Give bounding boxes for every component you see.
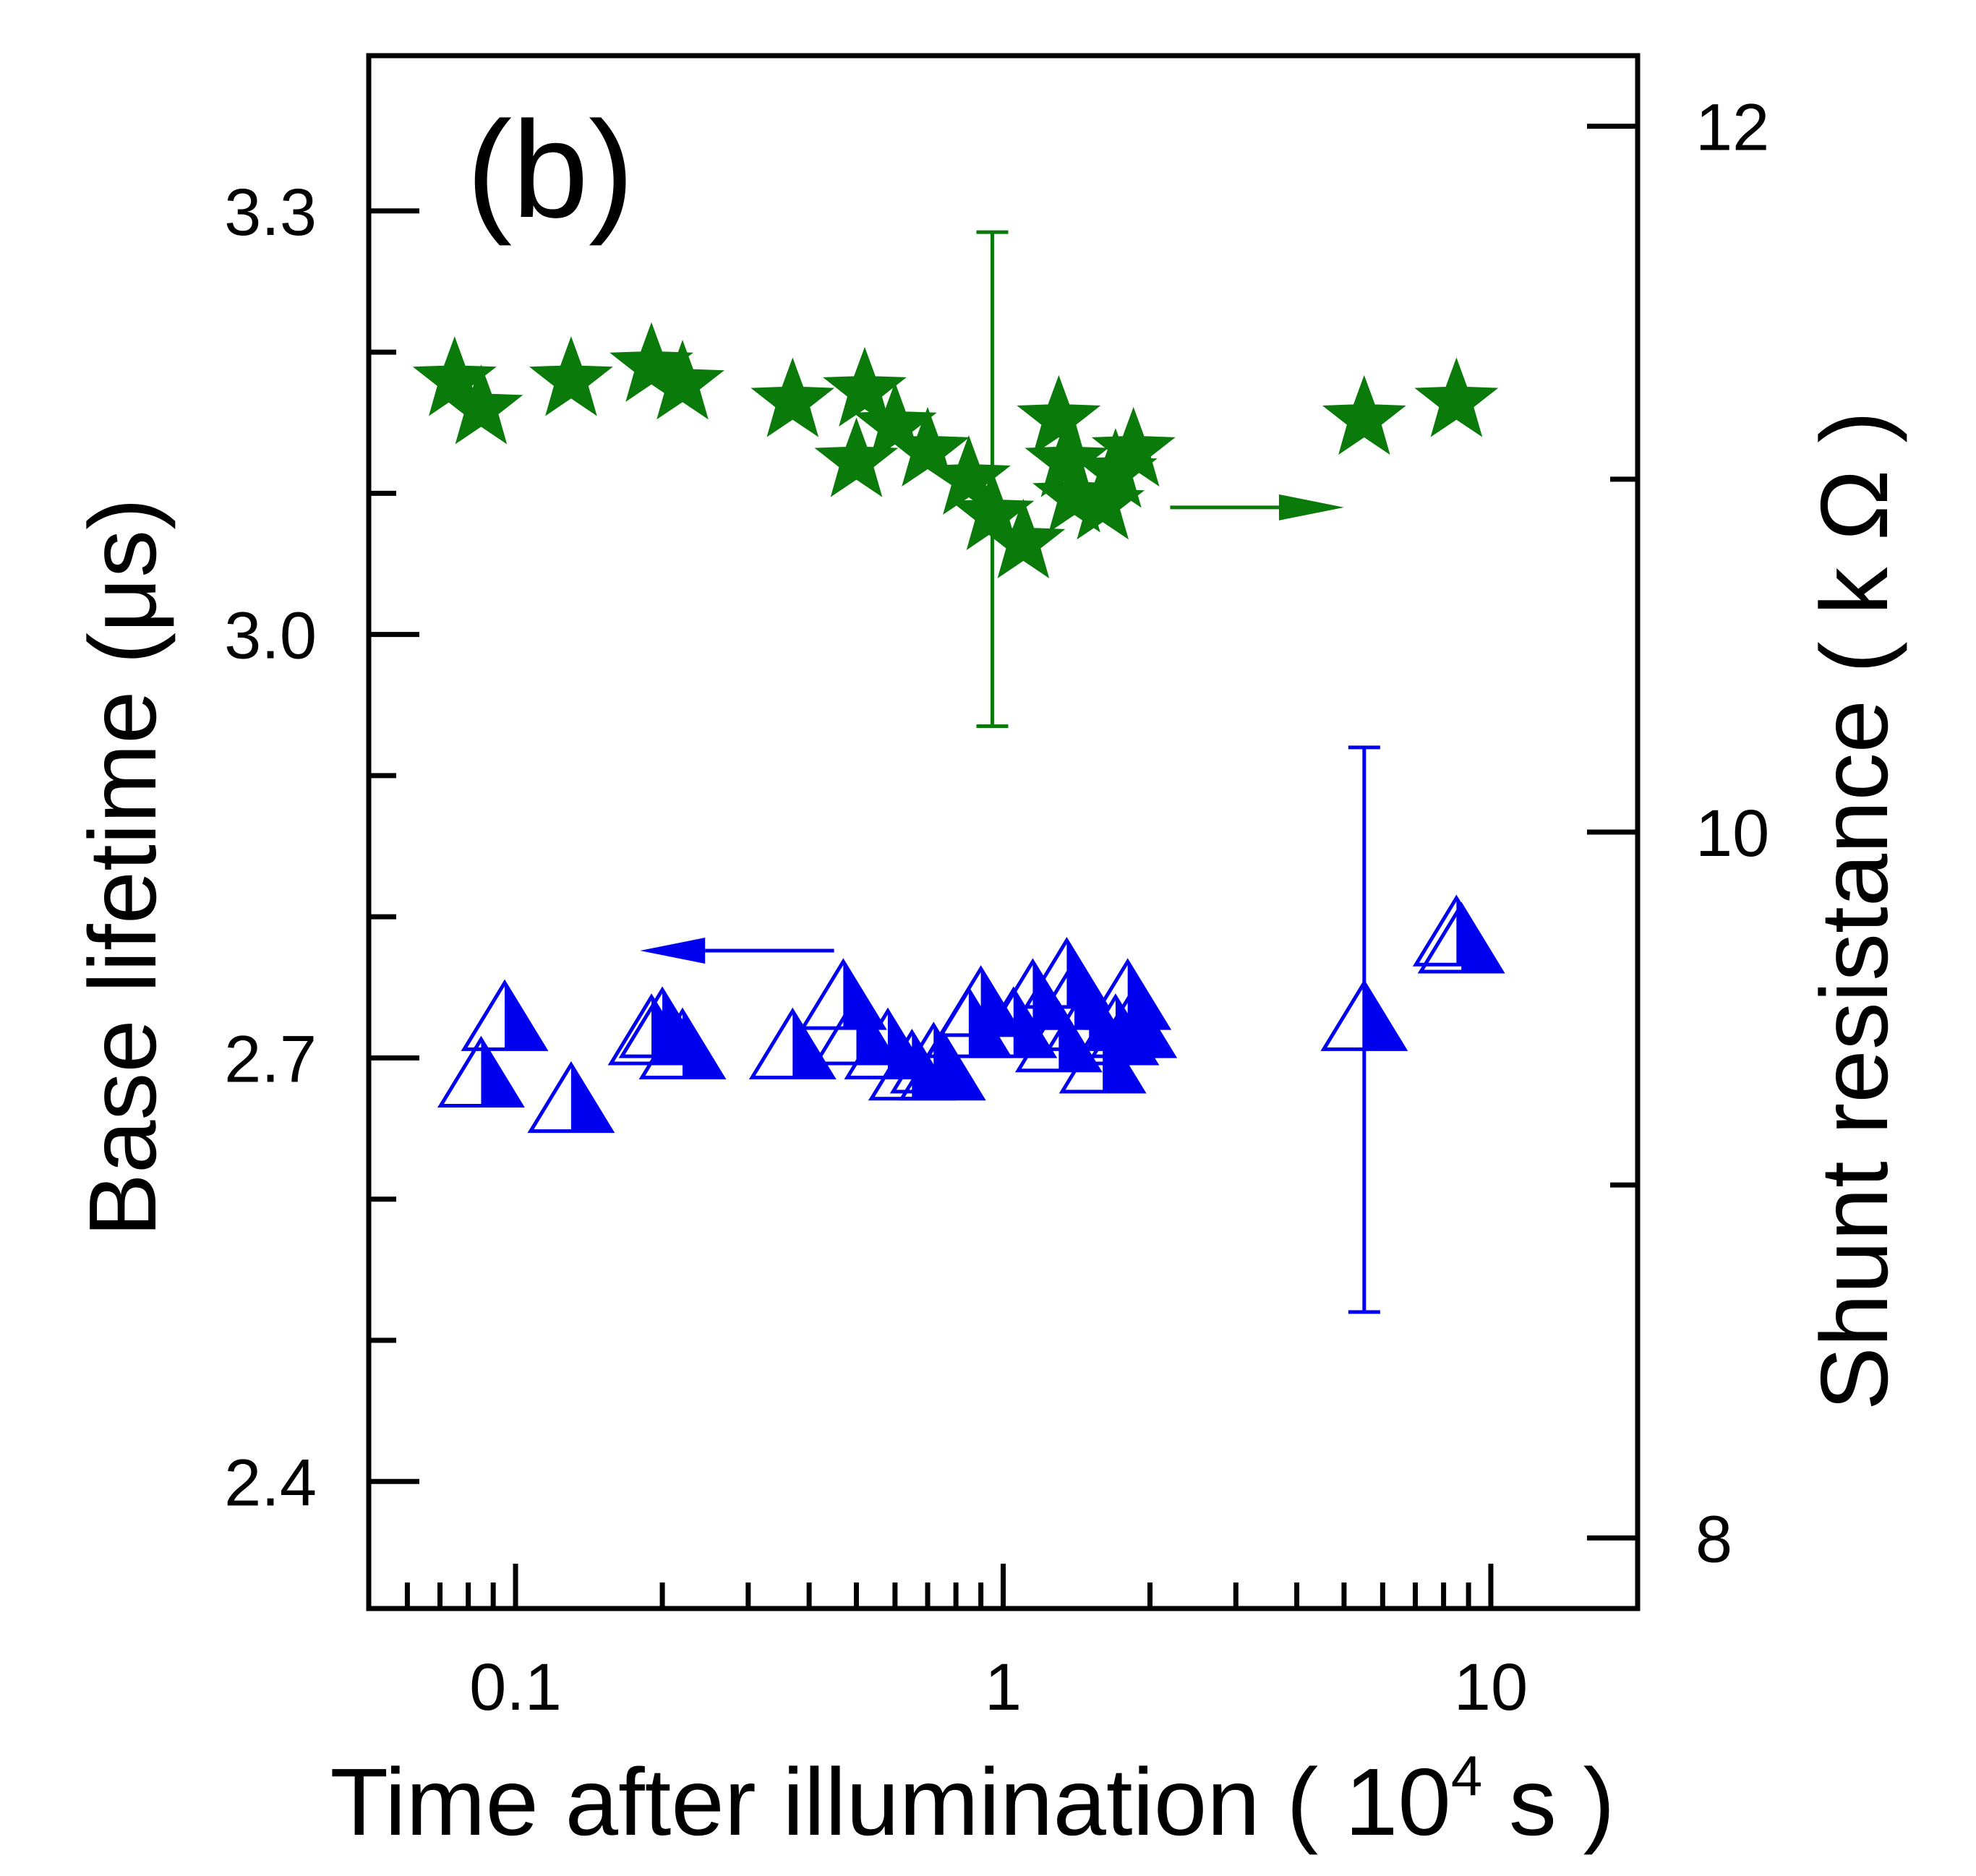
triangle-outline <box>638 1007 727 1079</box>
plot-frame <box>366 53 1641 1611</box>
triangle-outline <box>748 1007 837 1079</box>
data-point-star <box>1414 357 1499 437</box>
data-point-star <box>439 364 523 445</box>
data-point-star <box>1091 406 1176 487</box>
data-point-triangle <box>437 1035 525 1108</box>
data-point-triangle <box>799 958 887 1030</box>
data-point-star <box>1017 374 1101 455</box>
data-point-star <box>823 346 907 427</box>
data-point-triangle <box>898 1028 986 1101</box>
data-point-star <box>750 357 835 437</box>
triangle-outline <box>461 979 549 1051</box>
triangle-outline <box>1022 937 1111 1009</box>
plot-area <box>412 230 1505 1314</box>
data-point-triangle <box>461 979 549 1051</box>
triangle-outline <box>898 1028 986 1101</box>
data-point-star <box>981 498 1066 578</box>
y-right-tick-label: 10 <box>1695 797 1769 870</box>
data-point-triangle <box>813 993 900 1066</box>
y-left-tick-label: 2.4 <box>224 1446 317 1520</box>
triangle-outline <box>1084 958 1172 1030</box>
y-right-tick-label: 12 <box>1695 91 1769 165</box>
data-point-triangle <box>1014 1000 1103 1073</box>
data-point-star <box>529 336 613 416</box>
triangle-outline <box>1014 1000 1103 1073</box>
triangle-outline <box>437 1035 525 1108</box>
axes: 0.1 1 10 2.4 2.7 3.0 3.3 8 10 12 <box>224 53 1769 1724</box>
data-point-star <box>886 406 970 487</box>
y-left-tick-label: 2.7 <box>224 1022 317 1096</box>
x-axis-title: Time after illumination ( 104 s ) <box>330 1744 1614 1855</box>
data-point-triangle <box>638 1007 727 1079</box>
triangle-outline <box>1417 901 1505 974</box>
data-point-triangle <box>748 1007 837 1079</box>
data-point-triangle <box>1320 979 1408 1051</box>
triangle-outline <box>1090 986 1178 1058</box>
x-axis-title-tail: s ) <box>1482 1749 1614 1855</box>
annotation-arrow-head <box>640 938 706 964</box>
y-left-axis-title: Base lifetime (μs) <box>69 498 176 1237</box>
y-left-tick-label: 3.3 <box>224 176 317 249</box>
triangle-outline <box>799 958 887 1030</box>
triangle-outline <box>937 965 1025 1037</box>
x-tick-label: 10 <box>1454 1650 1528 1724</box>
data-point-triangle <box>1090 986 1178 1058</box>
triangle-outline <box>844 1007 932 1079</box>
x-tick-label: 0.1 <box>469 1650 562 1724</box>
y-left-tick-label: 3.0 <box>224 599 317 673</box>
data-point-triangle <box>527 1061 615 1134</box>
annotation-arrow-head <box>1278 494 1344 521</box>
triangle-outline <box>527 1061 615 1134</box>
data-point-star <box>1322 374 1406 455</box>
triangle-outline <box>1320 979 1408 1051</box>
data-point-star <box>641 340 724 420</box>
x-axis-title-main: Time after illumination ( 10 <box>330 1749 1450 1855</box>
data-point-triangle <box>1417 901 1505 974</box>
y-right-tick-label: 8 <box>1695 1502 1732 1576</box>
x-tick-label: 1 <box>985 1650 1022 1724</box>
data-point-triangle <box>937 965 1025 1037</box>
x-axis-title-exponent: 4 <box>1451 1744 1482 1807</box>
panel-label: (b) <box>466 93 634 247</box>
y-right-axis-title: Shunt resistance ( k Ω ) <box>1801 411 1907 1411</box>
data-point-star <box>926 434 1011 515</box>
